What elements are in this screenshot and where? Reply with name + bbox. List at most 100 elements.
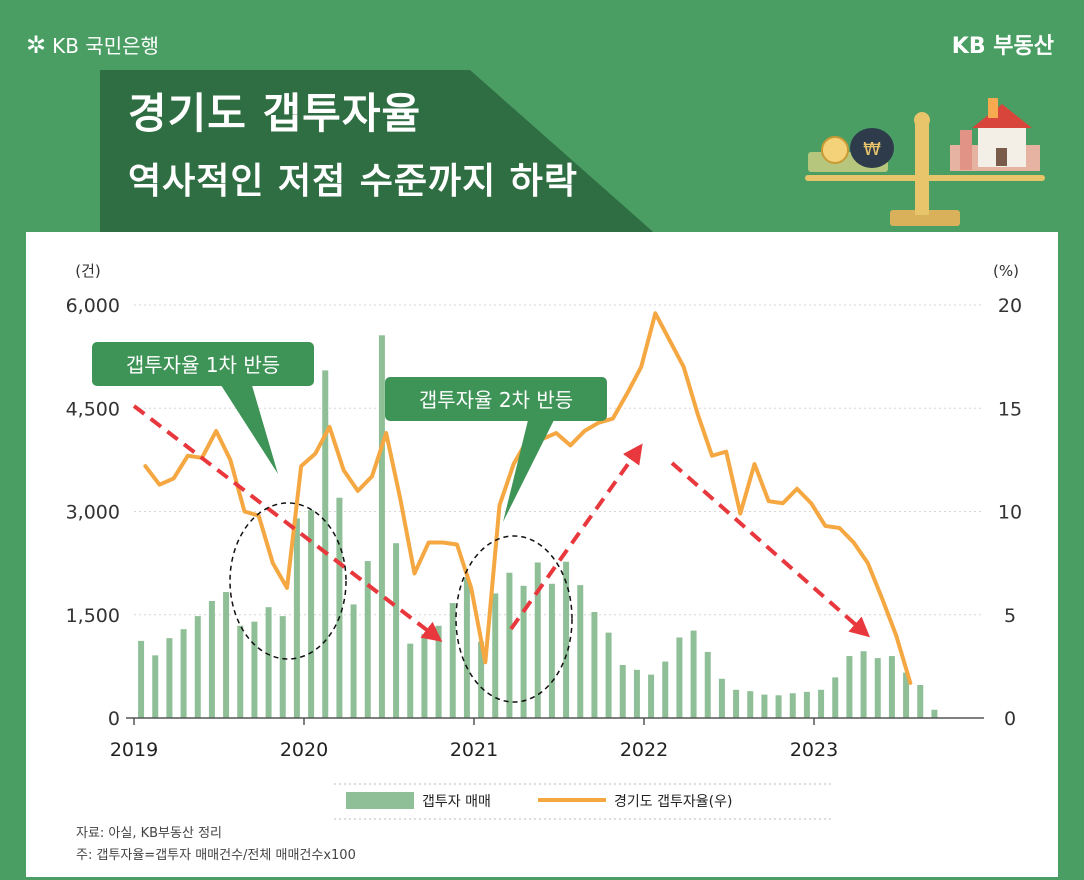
bar xyxy=(492,593,499,718)
y-right-tick-label: 5 xyxy=(1004,605,1016,627)
y-right-unit: (%) xyxy=(993,262,1019,280)
bar xyxy=(393,543,400,718)
bar xyxy=(251,621,258,718)
bar xyxy=(733,689,740,718)
bar xyxy=(308,510,315,718)
scale-illustration-icon: ₩ xyxy=(805,98,1045,226)
y-left-unit: (건) xyxy=(75,262,101,280)
bar xyxy=(336,497,343,718)
y-left-tick-label: 0 xyxy=(108,708,120,730)
bar xyxy=(903,672,910,718)
bar xyxy=(931,709,938,718)
trend-arrow xyxy=(509,443,643,631)
y-left-tick-label: 6,000 xyxy=(66,295,120,317)
rebound-1-highlight xyxy=(229,502,347,660)
bar xyxy=(364,561,371,718)
bar xyxy=(463,577,470,718)
bar xyxy=(293,518,300,718)
bar xyxy=(577,585,584,718)
bar xyxy=(180,629,187,718)
y-left-tick-label: 3,000 xyxy=(66,502,120,524)
kb-bank-name: KB 국민은행 xyxy=(52,34,159,58)
bar xyxy=(138,640,145,718)
bar xyxy=(605,632,612,718)
bar xyxy=(633,669,640,718)
trend-arrow xyxy=(132,404,443,642)
rebound-2-highlight xyxy=(455,535,573,703)
bar xyxy=(478,641,485,718)
bar xyxy=(803,691,810,718)
bar xyxy=(775,695,782,718)
bar xyxy=(237,625,244,718)
legend-bar-label: 갭투자 매매 xyxy=(422,794,491,810)
bar xyxy=(435,625,442,718)
bar xyxy=(208,600,215,718)
callout-2-label: 갭투자율 2차 반등 xyxy=(419,388,573,412)
bar xyxy=(265,607,272,718)
callout-2-box xyxy=(385,377,607,421)
x-tick-label: 2023 xyxy=(790,739,838,761)
callout-1-label: 갭투자율 1차 반등 xyxy=(126,353,280,377)
title-line-1: 경기도 갭투자율 xyxy=(128,89,422,138)
bar xyxy=(718,678,725,718)
bar xyxy=(704,651,711,718)
x-tick-label: 2022 xyxy=(620,739,668,761)
y-right-tick-label: 0 xyxy=(1004,708,1016,730)
bar xyxy=(194,616,201,718)
bar xyxy=(761,694,768,718)
bar xyxy=(747,691,754,718)
bar xyxy=(322,370,329,718)
bar xyxy=(520,585,527,718)
bar xyxy=(619,664,626,718)
bar xyxy=(548,583,555,718)
bar xyxy=(350,604,357,718)
x-tick-label: 2019 xyxy=(110,739,158,761)
y-left-tick-label: 1,500 xyxy=(66,605,120,627)
kb-realestate-brand: KB 부동산 xyxy=(951,34,1054,59)
y-right-tick-label: 15 xyxy=(998,398,1022,420)
kb-star-logo-icon: ✲ xyxy=(26,30,47,59)
bar xyxy=(534,562,541,718)
y-left-tick-label: 4,500 xyxy=(66,398,120,420)
bar xyxy=(563,561,570,718)
bar xyxy=(591,611,598,718)
bar xyxy=(917,684,924,718)
x-tick-label: 2020 xyxy=(280,739,328,761)
y-right-tick-label: 20 xyxy=(998,295,1022,317)
bar xyxy=(690,630,697,718)
bar xyxy=(789,693,796,718)
bar xyxy=(279,616,286,718)
title-line-2: 역사적인 저점 수준까지 하락 xyxy=(128,161,579,202)
legend-line-label: 경기도 갭투자율(우) xyxy=(614,794,732,810)
bar xyxy=(378,335,385,718)
bar xyxy=(152,655,159,718)
bar xyxy=(449,603,456,718)
legend-bar-swatch xyxy=(346,792,414,809)
bar xyxy=(166,638,173,718)
source-note: 자료: 아실, KB부동산 정리 xyxy=(76,826,222,841)
chart: 6,000 4,500 3,000 1,500 0 20 15 10 5 0 (건) (%) 2019 2… xyxy=(66,262,1022,820)
kb-bank-brand: ✲ KB 국민은행 xyxy=(26,30,159,59)
title-band xyxy=(100,70,660,238)
bar xyxy=(874,658,881,718)
bar xyxy=(818,689,825,718)
bar xyxy=(676,637,683,718)
formula-note: 주: 갭투자율=갭투자 매매건수/전체 매매건수x100 xyxy=(76,848,356,863)
callout-2-pointer xyxy=(503,412,558,522)
bar xyxy=(832,677,839,718)
trend-arrow xyxy=(670,461,871,638)
svg-text:₩: ₩ xyxy=(863,139,881,160)
bar xyxy=(888,656,895,718)
bar xyxy=(223,592,230,718)
bar xyxy=(407,643,414,718)
y-right-tick-label: 10 xyxy=(998,502,1022,524)
callout-1-box xyxy=(92,342,314,386)
bar xyxy=(662,661,669,718)
bar xyxy=(421,634,428,718)
bar xyxy=(506,572,513,718)
bar xyxy=(846,656,853,718)
chart-card: 6,000 4,500 3,000 1,500 0 20 15 10 5 0 (건) (%) 2019 2… xyxy=(26,232,1058,877)
callout-1-pointer xyxy=(219,382,278,474)
x-tick-label: 2021 xyxy=(450,739,498,761)
